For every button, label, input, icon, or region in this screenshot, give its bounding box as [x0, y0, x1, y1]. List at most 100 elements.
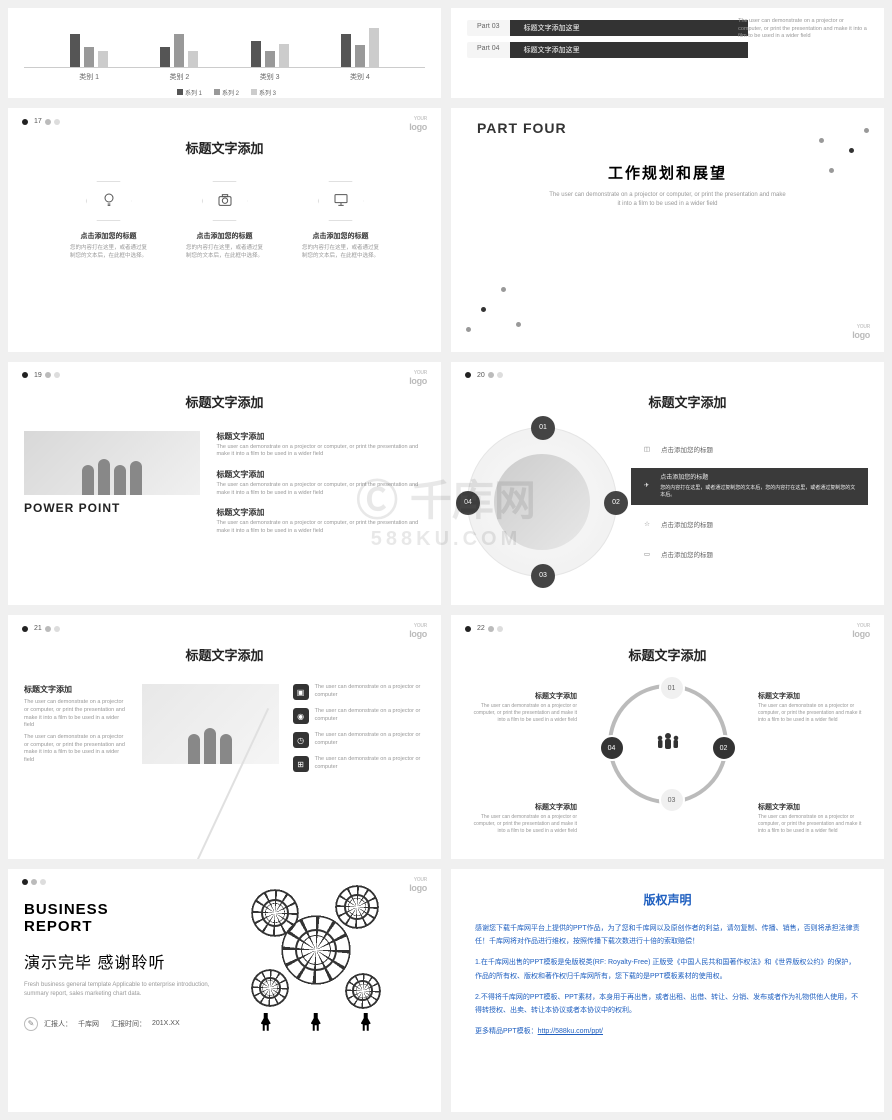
- gear-icon: [251, 889, 299, 937]
- body-text: The user can demonstrate on a projector …: [315, 732, 425, 747]
- subtitle-en: Fresh business general template Applicab…: [24, 981, 216, 999]
- star-icon: ☆: [641, 520, 653, 528]
- page-indicator: [22, 879, 46, 885]
- sub-title: 标题文字添加: [24, 684, 128, 695]
- bulb-icon: [101, 192, 117, 211]
- decoration-dots: [461, 262, 541, 342]
- part-tag: Part 03: [467, 20, 510, 36]
- node-03: 03: [531, 564, 555, 588]
- slide-22: 22 YOURlogo 标题文字添加 标题文字添加The user can de…: [451, 615, 884, 859]
- sub-title: 标题文字添加: [216, 507, 425, 518]
- part-tag: Part 04: [467, 42, 510, 58]
- person-icon: [361, 1013, 371, 1031]
- phone-icon: ▭: [641, 550, 653, 558]
- logo: YOURlogo: [409, 370, 427, 386]
- hexagon: [86, 181, 132, 221]
- image-placeholder: [494, 454, 590, 550]
- icon-row: ⊞The user can demonstrate on a projector…: [293, 756, 425, 772]
- person-icon: [261, 1013, 271, 1031]
- hexagon-item: 点击添加您的标题您的内容打在这里，或者通过复制您的文本后，在此框中选择。: [69, 181, 149, 260]
- gear-icon: [345, 973, 381, 1009]
- section-desc: The user can demonstrate on a projector …: [547, 191, 788, 209]
- node-03: 03: [659, 787, 685, 813]
- gear-icon: [251, 969, 289, 1007]
- hexagon-row: 点击添加您的标题您的内容打在这里，或者通过复制您的文本后，在此框中选择。点击添加…: [24, 181, 425, 260]
- logo: YOURlogo: [409, 877, 427, 893]
- list-item[interactable]: ▭点击添加您的标题: [631, 543, 868, 565]
- node-02: 02: [604, 491, 628, 515]
- people-icon: [655, 732, 681, 757]
- page-indicator: 21: [22, 625, 60, 632]
- hexagon: [318, 181, 364, 221]
- node-04: 04: [456, 491, 480, 515]
- copyright-body: 感谢您下载千库网平台上提供的PPT作品，为了您和千库网以及原创作者的利益，请勿复…: [467, 922, 868, 1039]
- item-list: ◫点击添加您的标题 ✈点击添加您的标题您的内容打在这里，或者通过复制您的文本后，您…: [631, 438, 868, 564]
- icon-row: ◷ The user can demonstrate on a projector…: [293, 732, 425, 748]
- powerpoint-label: POWER POINT: [24, 501, 200, 515]
- body-text: The user can demonstrate on a projector …: [24, 699, 128, 730]
- gear-icon: [335, 885, 379, 929]
- slide-19: 19 YOURlogo 标题文字添加 POWER POINT 标题文字添加 The…: [8, 362, 441, 606]
- chart-legend: 系列 1系列 2系列 3: [24, 88, 425, 97]
- sub-title: 标题文字添加: [216, 431, 425, 442]
- camera-icon: ◫: [641, 445, 653, 453]
- corner-text: 标题文字添加The user can demonstrate on a proj…: [758, 691, 868, 724]
- slide-title: 标题文字添加: [467, 645, 868, 664]
- clock-icon: ◷: [293, 732, 309, 748]
- more-link[interactable]: http://588ku.com/ppt/: [538, 1028, 603, 1035]
- page-indicator: 19: [22, 372, 60, 379]
- page-indicator: 20: [465, 372, 503, 379]
- logo: YOURlogo: [852, 324, 870, 340]
- pencil-icon: ✎: [24, 1017, 38, 1031]
- chart-x-labels: 类别 1类别 2类别 3类别 4: [24, 68, 425, 82]
- logo: YOURlogo: [409, 116, 427, 132]
- image-placeholder: [142, 684, 278, 764]
- slide-24: 版权声明 感谢您下载千库网平台上提供的PPT作品，为了您和千库网以及原创作者的利…: [451, 869, 884, 1113]
- sub-title: 标题文字添加: [216, 469, 425, 480]
- body-text: The user can demonstrate on a projector …: [216, 520, 425, 535]
- part-text: 标题文字添加这里: [510, 20, 748, 36]
- hex-desc: 您的内容打在这里，或者通过复制您的文本后，在此框中选择。: [185, 245, 265, 260]
- user-icon: ◉: [293, 708, 309, 724]
- copyright-title: 版权声明: [467, 891, 868, 908]
- slide-20: 20 标题文字添加 01 02 03 04 ◫点击添加您的标题✈点击添加您的标题…: [451, 362, 884, 606]
- image-placeholder: [24, 431, 200, 495]
- body-text: The user can demonstrate on a projector …: [24, 734, 128, 765]
- thanks-text: 演示完毕 感谢聆听: [24, 949, 216, 973]
- list-item[interactable]: ✈点击添加您的标题您的内容打在这里，或者通过复制您的文本后，您的内容打在这里，或…: [631, 468, 868, 504]
- slide-17: 17 YOURlogo 标题文字添加 点击添加您的标题您的内容打在这里，或者通过…: [8, 108, 441, 352]
- body-text: The user can demonstrate on a projector …: [315, 756, 425, 771]
- list-item[interactable]: ◫点击添加您的标题: [631, 438, 868, 460]
- hex-title: 点击添加您的标题: [185, 231, 265, 241]
- node-04: 04: [599, 735, 625, 761]
- parts-list: Part 03标题文字添加这里Part 04标题文字添加这里: [467, 20, 748, 58]
- hex-title: 点击添加您的标题: [301, 231, 381, 241]
- body-text: The user can demonstrate on a projector …: [216, 482, 425, 497]
- icon-row: ▣The user can demonstrate on a projector…: [293, 684, 425, 700]
- decoration-dots: [794, 118, 874, 198]
- corner-text: 标题文字添加The user can demonstrate on a proj…: [467, 802, 577, 835]
- camera-icon: [217, 192, 233, 211]
- body-text: The user can demonstrate on a projector …: [315, 708, 425, 723]
- hexagon-item: 点击添加您的标题您的内容打在这里，或者通过复制您的文本后，在此框中选择。: [185, 181, 265, 260]
- circle-diagram: 01 02 03 04: [467, 427, 617, 577]
- page-indicator: 22: [465, 625, 503, 632]
- meta-row: ✎ 汇报人：千库网 汇报时间：201X.XX: [24, 1017, 216, 1031]
- hex-title: 点击添加您的标题: [69, 231, 149, 241]
- person-icon: [311, 1013, 321, 1031]
- node-01: 01: [531, 416, 555, 440]
- slide-18: PART FOUR 工作规划和展望 The user can demonstra…: [451, 108, 884, 352]
- slide-title: 标题文字添加: [24, 645, 425, 664]
- icon-row: ◉ The user can demonstrate on a projector…: [293, 708, 425, 724]
- slide-16-side: The user can demonstrate on a projector …: [738, 18, 868, 41]
- part-text: 标题文字添加这里: [510, 42, 748, 58]
- node-02: 02: [711, 735, 737, 761]
- logo: YOURlogo: [852, 623, 870, 639]
- text-sections: 标题文字添加 The user can demonstrate on a proj…: [216, 431, 425, 546]
- corner-text: 标题文字添加The user can demonstrate on a proj…: [467, 691, 577, 724]
- body-text: The user can demonstrate on a projector …: [216, 444, 425, 459]
- list-item[interactable]: ☆点击添加您的标题: [631, 513, 868, 535]
- gears-illustration: [231, 881, 411, 1031]
- page-indicator: 17: [22, 118, 60, 125]
- ring-diagram: 01 02 03 04: [608, 684, 728, 804]
